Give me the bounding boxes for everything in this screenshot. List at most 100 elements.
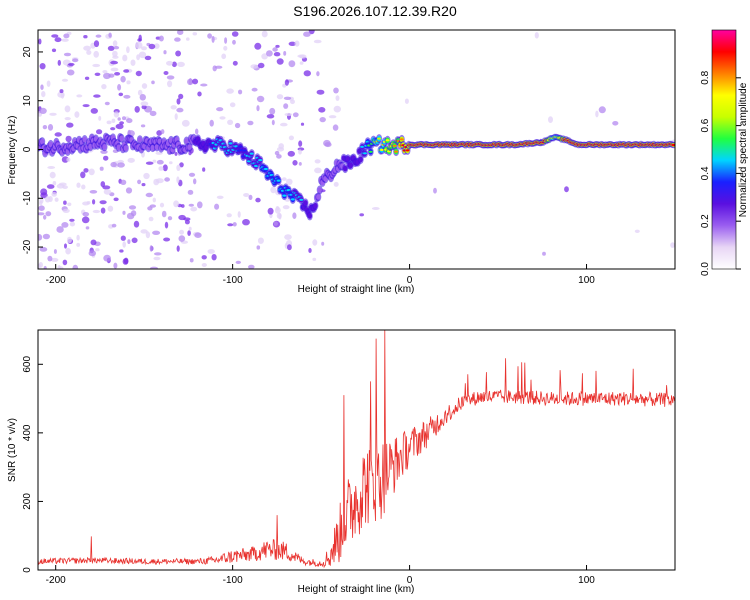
noise-blob (61, 38, 69, 42)
noise-blob (227, 223, 234, 227)
noise-blob (54, 197, 59, 202)
noise-blob (76, 94, 83, 98)
noise-blob (41, 91, 46, 98)
noise-blob (42, 125, 48, 130)
spec-y-tick-label: -10 (22, 191, 33, 206)
ridge-core (392, 144, 397, 147)
ridge-mid (303, 200, 308, 206)
noise-blob (107, 205, 114, 212)
snr-y-tick-label: 600 (22, 356, 33, 373)
noise-blob (176, 107, 184, 113)
noise-blob (154, 43, 160, 49)
noise-blob (58, 182, 67, 186)
noise-blob (173, 200, 180, 208)
noise-blob (634, 229, 640, 233)
noise-blob (38, 38, 42, 45)
noise-blob (238, 89, 243, 95)
colorbar-tick-label: 0.6 (700, 118, 711, 132)
ridge-mid (358, 156, 363, 163)
noise-blob (67, 202, 72, 207)
noise-blob (88, 250, 97, 257)
noise-blob (63, 33, 70, 39)
noise-blob (82, 212, 90, 217)
noise-blob (193, 178, 197, 185)
noise-blob (328, 115, 337, 119)
noise-blob (63, 200, 67, 205)
noise-blob (119, 249, 124, 253)
noise-blob (314, 167, 322, 174)
noise-blob (135, 41, 143, 49)
noise-blob (335, 95, 340, 101)
noise-blob (122, 241, 126, 248)
ridge-core (405, 149, 410, 152)
noise-blob (247, 120, 254, 126)
noise-blob (152, 197, 156, 203)
noise-blob (219, 116, 226, 120)
noise-blob (52, 181, 57, 186)
noise-blob (57, 59, 61, 66)
noise-blob (42, 233, 51, 240)
noise-blob (298, 149, 302, 155)
noise-blob (163, 237, 171, 242)
noise-blob (149, 204, 156, 208)
noise-blob (120, 235, 126, 241)
noise-blob (229, 102, 236, 108)
snr-frame (37, 329, 676, 571)
noise-blob (308, 248, 312, 253)
noise-blob (202, 167, 206, 172)
noise-blob (197, 91, 202, 97)
noise-blob (145, 231, 151, 239)
noise-blob (139, 94, 146, 101)
noise-blob (248, 264, 255, 269)
noise-blob (271, 119, 275, 126)
noise-blob (216, 195, 224, 199)
ridge-core (263, 167, 268, 171)
ridge-mid (343, 165, 348, 172)
ridge-core (282, 194, 287, 197)
ridge-core (228, 142, 233, 145)
noise-blob (120, 179, 127, 185)
noise-blob (227, 119, 234, 126)
noise-blob (534, 32, 539, 39)
noise-blob (103, 72, 111, 80)
noise-blob (83, 45, 91, 51)
noise-blob (131, 237, 138, 244)
noise-blob (188, 203, 194, 207)
noise-blob (284, 79, 289, 86)
noise-blob (90, 239, 97, 246)
noise-blob (188, 78, 193, 85)
noise-blob (81, 216, 90, 224)
spec-y-tick-label: 0 (22, 146, 33, 152)
noise-blob (211, 35, 215, 43)
noise-blob (256, 105, 260, 112)
noise-blob (152, 159, 157, 163)
snr-x-tick-label: -100 (223, 575, 243, 586)
noise-blob (177, 61, 185, 67)
noise-blob (45, 211, 52, 217)
noise-blob (112, 50, 118, 57)
ridge-core (368, 150, 373, 153)
noise-blob (64, 243, 67, 249)
noise-blob (176, 176, 180, 184)
ridge-core (380, 148, 384, 151)
noise-blob (276, 212, 282, 219)
noise-blob (179, 229, 185, 235)
colorbar-label: Normalized spectral amplitude (738, 82, 749, 217)
noise-blob (111, 118, 116, 124)
noise-blob (178, 235, 186, 242)
noise-blob (51, 48, 57, 53)
noise-blob (110, 161, 117, 168)
noise-blob (276, 94, 284, 100)
colorbar-tick-label: 0.0 (700, 262, 711, 276)
noise-blob (93, 40, 100, 48)
ridge-core (394, 150, 399, 153)
noise-blob (316, 89, 325, 95)
ridge-mid (119, 135, 124, 142)
noise-blob (110, 60, 118, 65)
noise-blob (266, 50, 273, 57)
noise-blob (232, 60, 238, 66)
ridge-mid (102, 144, 107, 150)
noise-blob (152, 230, 161, 235)
noise-blob (298, 140, 303, 147)
